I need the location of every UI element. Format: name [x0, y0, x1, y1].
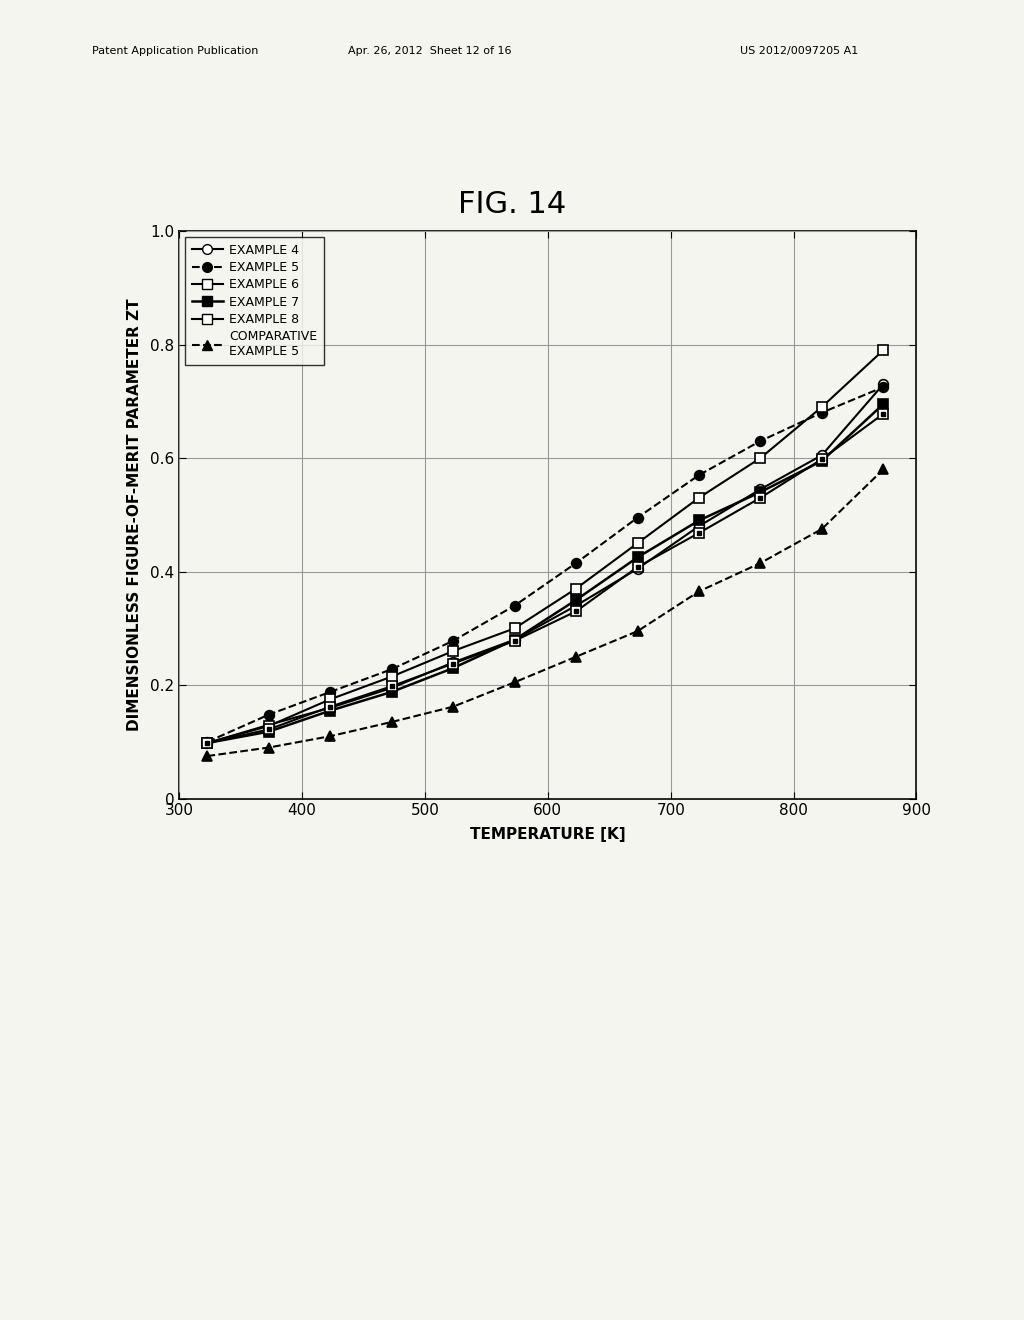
EXAMPLE 6 — [386, 669, 398, 685]
EXAMPLE 4 — [570, 598, 583, 614]
EXAMPLE 4 — [755, 482, 767, 498]
EXAMPLE 4 — [202, 735, 214, 751]
EXAMPLE 8 — [570, 603, 583, 619]
EXAMPLE 8 — [325, 698, 337, 714]
EXAMPLE 7 — [509, 632, 521, 648]
EXAMPLE 4 — [878, 376, 890, 392]
EXAMPLE 6 — [816, 399, 828, 414]
EXAMPLE 8 — [202, 735, 214, 751]
EXAMPLE 5 — [570, 556, 583, 572]
COMPARATIVE
EXAMPLE 5 — [878, 462, 890, 478]
EXAMPLE 4 — [693, 519, 706, 535]
COMPARATIVE
EXAMPLE 5 — [570, 649, 583, 665]
EXAMPLE 7 — [386, 684, 398, 700]
EXAMPLE 8 — [509, 632, 521, 648]
Line: EXAMPLE 5: EXAMPLE 5 — [203, 383, 888, 747]
Line: EXAMPLE 6: EXAMPLE 6 — [203, 346, 888, 748]
EXAMPLE 8 — [386, 678, 398, 694]
EXAMPLE 7 — [325, 702, 337, 718]
EXAMPLE 4 — [816, 447, 828, 463]
COMPARATIVE
EXAMPLE 5 — [755, 556, 767, 572]
EXAMPLE 4 — [386, 680, 398, 696]
Line: COMPARATIVE
EXAMPLE 5: COMPARATIVE EXAMPLE 5 — [203, 465, 888, 760]
EXAMPLE 7 — [632, 549, 644, 565]
X-axis label: TEMPERATURE [K]: TEMPERATURE [K] — [470, 826, 626, 842]
EXAMPLE 6 — [202, 735, 214, 751]
COMPARATIVE
EXAMPLE 5 — [386, 714, 398, 730]
EXAMPLE 5 — [693, 467, 706, 483]
Line: EXAMPLE 4: EXAMPLE 4 — [203, 379, 888, 748]
EXAMPLE 4 — [325, 700, 337, 715]
EXAMPLE 6 — [878, 342, 890, 358]
Line: EXAMPLE 7: EXAMPLE 7 — [203, 399, 888, 748]
EXAMPLE 7 — [263, 723, 275, 739]
EXAMPLE 7 — [570, 591, 583, 607]
COMPARATIVE
EXAMPLE 5 — [509, 675, 521, 690]
EXAMPLE 8 — [632, 560, 644, 576]
EXAMPLE 6 — [325, 692, 337, 708]
COMPARATIVE
EXAMPLE 5 — [693, 583, 706, 599]
Text: Apr. 26, 2012  Sheet 12 of 16: Apr. 26, 2012 Sheet 12 of 16 — [348, 46, 512, 57]
Text: US 2012/0097205 A1: US 2012/0097205 A1 — [739, 46, 858, 57]
EXAMPLE 8 — [447, 656, 460, 672]
EXAMPLE 5 — [202, 734, 214, 750]
EXAMPLE 5 — [263, 706, 275, 722]
EXAMPLE 4 — [632, 561, 644, 577]
EXAMPLE 6 — [263, 718, 275, 734]
EXAMPLE 8 — [693, 525, 706, 541]
EXAMPLE 7 — [755, 484, 767, 500]
EXAMPLE 5 — [632, 510, 644, 525]
EXAMPLE 5 — [447, 632, 460, 648]
EXAMPLE 6 — [509, 620, 521, 636]
EXAMPLE 4 — [263, 717, 275, 733]
Line: EXAMPLE 8: EXAMPLE 8 — [203, 409, 888, 748]
EXAMPLE 7 — [878, 396, 890, 412]
EXAMPLE 7 — [693, 512, 706, 528]
COMPARATIVE
EXAMPLE 5 — [325, 729, 337, 744]
EXAMPLE 8 — [263, 722, 275, 738]
EXAMPLE 7 — [816, 453, 828, 469]
Text: FIG. 14: FIG. 14 — [458, 190, 566, 219]
EXAMPLE 5 — [755, 433, 767, 449]
EXAMPLE 7 — [447, 660, 460, 676]
EXAMPLE 6 — [447, 643, 460, 659]
EXAMPLE 5 — [509, 598, 521, 614]
COMPARATIVE
EXAMPLE 5 — [263, 739, 275, 755]
EXAMPLE 6 — [570, 581, 583, 597]
EXAMPLE 6 — [632, 536, 644, 552]
EXAMPLE 6 — [693, 490, 706, 506]
EXAMPLE 4 — [509, 632, 521, 648]
EXAMPLE 5 — [386, 661, 398, 677]
COMPARATIVE
EXAMPLE 5 — [632, 623, 644, 639]
Text: Patent Application Publication: Patent Application Publication — [92, 46, 258, 57]
EXAMPLE 5 — [325, 684, 337, 700]
EXAMPLE 6 — [755, 450, 767, 466]
EXAMPLE 8 — [755, 490, 767, 506]
EXAMPLE 5 — [816, 405, 828, 421]
EXAMPLE 4 — [447, 655, 460, 671]
EXAMPLE 8 — [816, 451, 828, 467]
COMPARATIVE
EXAMPLE 5 — [202, 748, 214, 764]
EXAMPLE 7 — [202, 735, 214, 751]
EXAMPLE 5 — [878, 379, 890, 395]
Y-axis label: DIMENSIONLESS FIGURE-OF-MERIT PARAMETER ZT: DIMENSIONLESS FIGURE-OF-MERIT PARAMETER … — [127, 298, 141, 731]
EXAMPLE 8 — [878, 405, 890, 421]
COMPARATIVE
EXAMPLE 5 — [447, 698, 460, 714]
Legend: EXAMPLE 4, EXAMPLE 5, EXAMPLE 6, EXAMPLE 7, EXAMPLE 8, COMPARATIVE
EXAMPLE 5: EXAMPLE 4, EXAMPLE 5, EXAMPLE 6, EXAMPLE… — [185, 238, 324, 364]
COMPARATIVE
EXAMPLE 5 — [816, 521, 828, 537]
